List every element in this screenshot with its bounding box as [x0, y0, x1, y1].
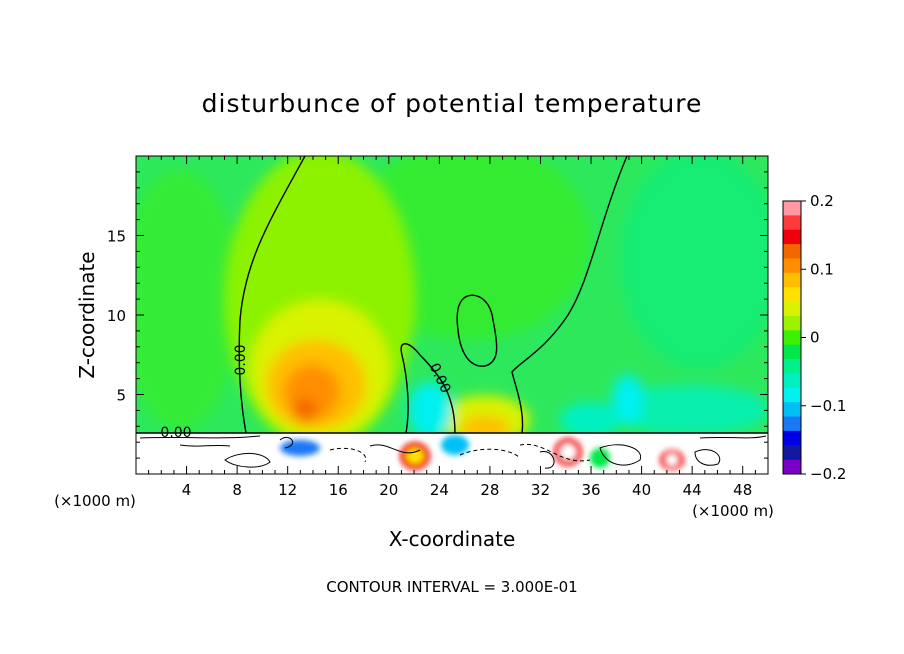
cool-pocket-1 [408, 382, 452, 438]
colorbar-swatch [783, 330, 801, 346]
colorbar-swatch [783, 229, 801, 245]
contour-left-zero [238, 156, 306, 434]
colorbar-swatch [783, 445, 801, 461]
colorbar-swatch [783, 272, 801, 288]
colorbar [782, 200, 806, 475]
x-axis-label: X-coordinate [389, 527, 516, 551]
masked-region-contours [139, 435, 767, 469]
colorbar-tick-label: −0.1 [810, 397, 846, 415]
x-tick-label: 8 [232, 481, 242, 499]
colorbar-swatch [783, 359, 801, 374]
x-unit-label-left: (×1000 m) [54, 492, 136, 510]
masked-region-blobs [280, 435, 684, 470]
colorbar-swatch [783, 201, 801, 216]
colorbar-swatch [783, 315, 801, 331]
colorbar-tick-label: 0.2 [810, 192, 834, 210]
field-band-right [620, 156, 768, 370]
x-tick-label: 48 [733, 481, 752, 499]
colorbar-swatch [783, 344, 801, 360]
y-tick-label: 10 [107, 307, 126, 325]
contour-interval-note: CONTOUR INTERVAL = 3.000E-01 [326, 578, 577, 596]
plot-area [136, 156, 768, 474]
colorbar-swatch [783, 459, 801, 475]
colorbar-swatch [783, 244, 801, 259]
x-tick-label: 12 [278, 481, 297, 499]
cool-pocket-2 [612, 375, 644, 425]
y-axis-label: Z-coordinate [75, 251, 99, 378]
colorbar-swatch [783, 301, 801, 317]
field-band-left [136, 170, 240, 430]
field-anomalies [136, 156, 768, 450]
axis-ticks [136, 156, 768, 474]
contour-enclosed-zero [456, 294, 498, 367]
colorbar-swatch [783, 416, 801, 432]
x-unit-label-right: (×1000 m) [692, 502, 774, 520]
colorbar-tick-labels: 0.2 0.1 0 −0.1 −0.2 [810, 192, 846, 483]
cool-pocket-3 [560, 402, 620, 438]
colorbar-swatch [783, 387, 801, 403]
contour-right-zero [511, 156, 628, 434]
chart-title: disturbunce of potential temperature [202, 89, 703, 118]
x-tick-label: 24 [430, 481, 449, 499]
x-axis-tick-labels: 4 8 12 16 20 24 28 32 36 40 44 48 [182, 481, 752, 499]
y-tick-label: 5 [116, 387, 126, 405]
x-tick-label: 32 [531, 481, 550, 499]
y-axis-tick-labels: 5 10 15 [107, 228, 126, 405]
x-tick-label: 20 [379, 481, 398, 499]
colorbar-tick-label: 0.1 [810, 260, 834, 278]
x-tick-label: 44 [683, 481, 702, 499]
x-tick-label: 16 [329, 481, 348, 499]
contour-center-zero [400, 343, 456, 434]
y-tick-label: 15 [107, 228, 126, 246]
contour-label-1: 0.00 [233, 344, 249, 375]
colorbar-tick-label: −0.2 [810, 465, 846, 483]
colorbar-tick-label: 0 [810, 329, 820, 347]
colorbar-swatch [783, 287, 801, 303]
colorbar-swatch [783, 215, 801, 231]
colorbar-swatch [783, 258, 801, 274]
field-cool-band-low-right [610, 385, 768, 435]
plume-hot [293, 398, 317, 422]
zero-contours [136, 156, 768, 434]
contour-label-3: 0.00 [160, 425, 191, 441]
x-tick-label: 28 [480, 481, 499, 499]
x-tick-label: 36 [581, 481, 600, 499]
colorbar-swatch [783, 373, 801, 389]
colorbar-swatch [783, 430, 801, 446]
x-tick-label: 40 [632, 481, 651, 499]
colorbar-swatch [783, 402, 801, 418]
x-tick-label: 4 [182, 481, 192, 499]
